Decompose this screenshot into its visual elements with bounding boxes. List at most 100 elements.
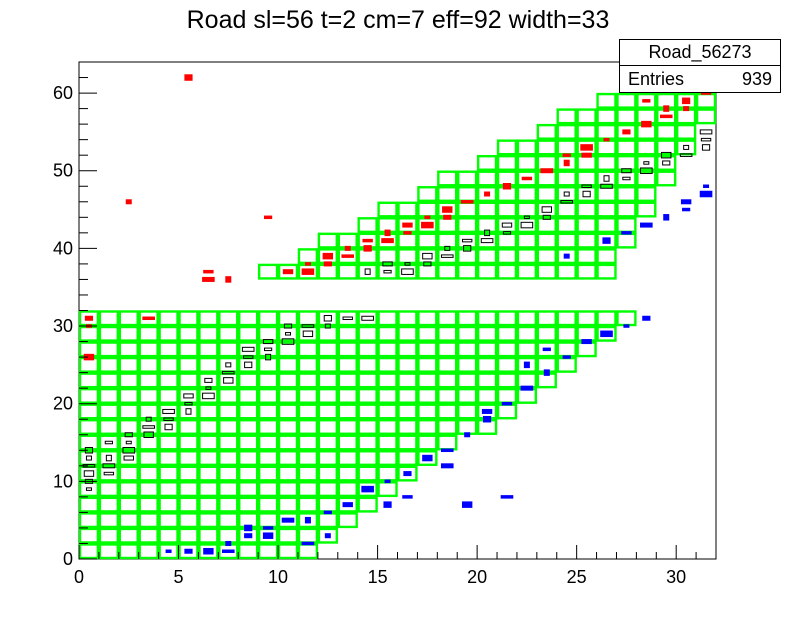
road-cell	[596, 232, 617, 249]
road-cell	[118, 527, 139, 544]
hit-box-negative	[221, 549, 235, 553]
hit-box-negative	[323, 510, 332, 515]
road-cell	[138, 496, 159, 513]
road-cell	[337, 232, 358, 249]
road-cell	[476, 186, 498, 202]
road-cell	[337, 341, 358, 358]
road-cell	[457, 232, 478, 249]
road-cell	[576, 186, 597, 202]
road-cell	[297, 527, 319, 544]
road-cell	[297, 325, 319, 342]
x-tick-label: 30	[666, 567, 686, 587]
road-cell	[317, 512, 338, 529]
road-cell	[536, 186, 557, 202]
y-tick-label: 60	[53, 83, 73, 103]
road-cell	[158, 310, 179, 327]
road-cell	[357, 434, 378, 451]
hit-box-primary	[241, 346, 255, 352]
road-cell	[317, 325, 338, 342]
road-cell	[118, 310, 139, 327]
hit-box-negative	[621, 231, 632, 235]
road-cell	[516, 356, 538, 373]
hit-box-negative	[520, 385, 534, 391]
road-cell	[98, 341, 120, 358]
road-cell	[556, 108, 577, 125]
y-tick-label: 20	[53, 394, 73, 414]
road-cell	[556, 248, 577, 265]
road-cell	[297, 310, 319, 327]
hit-box-primary	[523, 215, 530, 220]
road-cell	[277, 325, 299, 342]
road-cell	[98, 403, 120, 420]
hit-box-negative	[623, 324, 630, 328]
road-cell	[496, 356, 518, 373]
hit-box-negative	[440, 448, 454, 453]
road-cell	[138, 419, 159, 435]
road-cell	[337, 465, 358, 482]
hit-box-positive	[203, 269, 214, 274]
road-cell	[496, 263, 518, 280]
road-cell	[536, 139, 557, 156]
road-cell	[357, 419, 378, 435]
road-cell	[178, 341, 199, 358]
road-cell	[496, 201, 518, 218]
road-cell	[218, 527, 239, 544]
hit-box-primary	[302, 330, 314, 338]
road-cell	[78, 481, 100, 498]
road-cell	[437, 186, 458, 202]
road-cell	[556, 310, 577, 327]
road-cell	[218, 403, 239, 420]
hit-box-primary	[163, 417, 174, 421]
hit-box-negative	[464, 432, 471, 438]
road-cell	[78, 434, 100, 451]
hit-box-negative	[500, 495, 514, 499]
road-cell	[138, 543, 159, 560]
hit-box-positive	[282, 269, 294, 275]
road-cell	[496, 139, 518, 156]
road-cell	[337, 512, 358, 529]
road-cell	[138, 450, 159, 467]
road-cell	[118, 372, 139, 389]
road-cell	[238, 434, 259, 451]
road-cell	[198, 372, 219, 389]
road-cell	[516, 325, 538, 342]
road-cell	[616, 92, 637, 109]
hit-box-primary	[244, 361, 253, 369]
road-cell	[576, 310, 597, 327]
road-cell	[337, 325, 358, 342]
road-cell	[218, 341, 239, 358]
hit-box-primary	[542, 214, 551, 220]
hit-box-negative	[501, 401, 513, 406]
road-cell	[437, 419, 458, 435]
road-cell	[596, 201, 617, 218]
road-cell	[337, 387, 358, 404]
road-cell	[417, 341, 438, 358]
hit-box-primary	[342, 316, 353, 321]
hit-box-negative	[281, 517, 295, 523]
road-cell	[218, 372, 239, 389]
road-cell	[397, 403, 418, 420]
road-cell	[178, 465, 199, 482]
road-cell	[297, 403, 319, 420]
hit-box-negative	[361, 485, 374, 493]
road-cell	[357, 465, 378, 482]
road-cell	[218, 496, 239, 513]
road-cell	[297, 465, 319, 482]
road-cell	[238, 419, 259, 435]
hit-box-positive	[622, 129, 631, 135]
hit-box-positive	[460, 200, 474, 204]
hit-box-negative	[642, 315, 651, 321]
road-cell	[496, 325, 518, 342]
road-cell	[516, 170, 538, 187]
road-cell	[616, 139, 637, 156]
hit-box-primary	[122, 447, 136, 454]
road-cell	[576, 123, 597, 140]
road-cell	[516, 310, 538, 327]
road-cell	[337, 403, 358, 420]
road-cell	[596, 123, 617, 140]
hit-box-primary	[143, 431, 154, 438]
road-cell	[516, 387, 538, 404]
road-cell	[536, 341, 557, 358]
x-tick-label: 10	[268, 567, 288, 587]
road-cell	[556, 170, 577, 187]
